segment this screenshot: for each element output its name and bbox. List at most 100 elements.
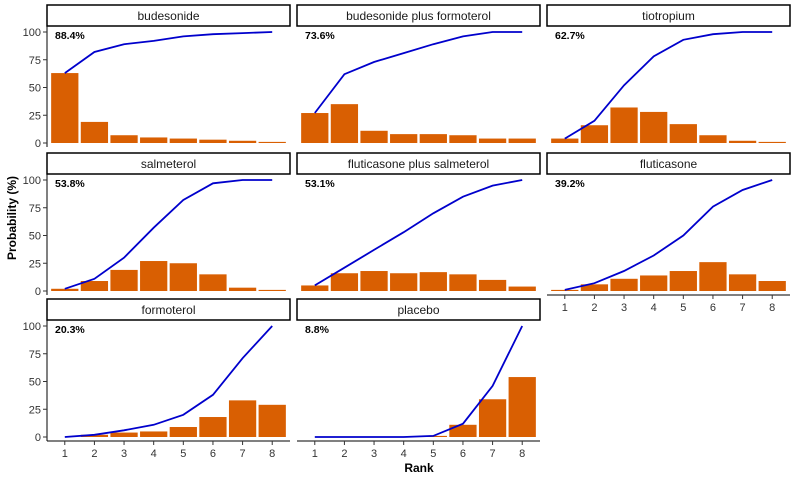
bar bbox=[478, 279, 507, 291]
bar bbox=[228, 400, 257, 437]
facet-panel: fluticasone plus salmeterol 53.1% bbox=[296, 152, 541, 291]
bar bbox=[699, 262, 727, 291]
facet-title: fluticasone plus salmeterol bbox=[348, 157, 489, 171]
facet-strip bbox=[46, 152, 291, 175]
bar bbox=[728, 140, 757, 143]
bar bbox=[728, 274, 757, 291]
bar bbox=[390, 273, 418, 291]
bar bbox=[330, 104, 359, 143]
x-tick-label: 7 bbox=[740, 302, 746, 314]
bar bbox=[360, 271, 388, 291]
bar bbox=[169, 427, 197, 437]
x-tick-label: 7 bbox=[490, 448, 496, 460]
bar bbox=[51, 73, 79, 143]
x-tick-label: 1 bbox=[562, 302, 568, 314]
x-tick-label: 2 bbox=[341, 448, 347, 460]
bar bbox=[228, 140, 257, 143]
facet-title: budesonide plus formoterol bbox=[346, 9, 491, 23]
y-tick-label: 0 bbox=[35, 286, 41, 298]
x-tick-label: 4 bbox=[401, 448, 407, 460]
facet-strip bbox=[296, 298, 541, 321]
x-tick-label: 3 bbox=[621, 302, 627, 314]
facet-title: formoterol bbox=[141, 303, 195, 317]
y-tick-label: 100 bbox=[23, 321, 41, 333]
bar bbox=[551, 138, 579, 143]
bar bbox=[640, 275, 668, 291]
facet-strip bbox=[296, 4, 541, 27]
bar bbox=[360, 130, 388, 143]
cumulative-line bbox=[64, 179, 273, 290]
x-tick-label: 6 bbox=[460, 448, 466, 460]
cumulative-line bbox=[314, 179, 523, 287]
sucra-label: 20.3% bbox=[55, 324, 85, 336]
y-tick-label: 50 bbox=[29, 231, 41, 243]
bar bbox=[508, 286, 536, 291]
x-tick-label: 5 bbox=[680, 302, 686, 314]
bar bbox=[140, 137, 168, 143]
facet-title: salmeterol bbox=[141, 157, 196, 171]
facet-panel: tiotropium 62.7% bbox=[546, 4, 791, 143]
sucra-label: 62.7% bbox=[555, 30, 585, 42]
bar bbox=[169, 138, 197, 143]
y-tick-label: 100 bbox=[23, 175, 41, 187]
y-tick-label: 25 bbox=[29, 110, 41, 122]
bar bbox=[258, 141, 286, 143]
y-tick-label: 25 bbox=[29, 258, 41, 270]
facet-title: budesonide bbox=[137, 9, 199, 23]
bar bbox=[478, 138, 507, 143]
bar bbox=[80, 281, 109, 291]
bar bbox=[199, 417, 227, 437]
bar bbox=[610, 107, 638, 143]
x-tick-label: 1 bbox=[62, 448, 68, 460]
facet-panel: placebo 8.8% 1 2 3 4 5 6 7 8 bbox=[296, 298, 541, 460]
y-tick-label: 100 bbox=[23, 27, 41, 39]
bar bbox=[80, 434, 109, 437]
bar bbox=[508, 138, 536, 143]
x-tick-label: 6 bbox=[710, 302, 716, 314]
x-tick-label: 6 bbox=[210, 448, 216, 460]
x-axis-title: Rank bbox=[404, 461, 434, 475]
bar bbox=[51, 288, 79, 291]
facet-title: placebo bbox=[397, 303, 439, 317]
y-tick-label: 0 bbox=[35, 138, 41, 150]
bar bbox=[640, 111, 668, 143]
bar bbox=[169, 263, 197, 291]
sucra-label: 73.6% bbox=[305, 30, 335, 42]
bar bbox=[301, 285, 329, 291]
bar bbox=[551, 289, 579, 291]
bar bbox=[390, 134, 418, 143]
bar bbox=[140, 261, 168, 291]
y-tick-label: 75 bbox=[29, 349, 41, 361]
bar bbox=[199, 139, 227, 143]
facet-strip bbox=[546, 4, 791, 27]
y-tick-label: 25 bbox=[29, 404, 41, 416]
x-tick-label: 3 bbox=[121, 448, 127, 460]
cumulative-line bbox=[564, 31, 773, 140]
bar bbox=[199, 274, 227, 291]
bar bbox=[140, 431, 168, 437]
bar bbox=[228, 287, 257, 291]
bar bbox=[110, 432, 138, 437]
bar bbox=[669, 271, 697, 291]
bar bbox=[699, 135, 727, 143]
sucra-label: 53.8% bbox=[55, 178, 85, 190]
sucra-label: 39.2% bbox=[555, 178, 585, 190]
facet-panel: budesonide 88.4% 0 25 50 75 100 bbox=[23, 4, 291, 150]
x-tick-label: 4 bbox=[651, 302, 657, 314]
facet-panel: budesonide plus formoterol 73.6% bbox=[296, 4, 541, 143]
bar bbox=[110, 269, 138, 291]
bar bbox=[478, 399, 507, 437]
cumulative-line bbox=[64, 31, 273, 74]
bar bbox=[758, 141, 786, 143]
y-tick-label: 75 bbox=[29, 203, 41, 215]
bar bbox=[508, 377, 536, 437]
x-tick-label: 8 bbox=[769, 302, 775, 314]
x-tick-label: 2 bbox=[91, 448, 97, 460]
bar bbox=[758, 281, 786, 291]
x-tick-label: 4 bbox=[151, 448, 157, 460]
bar bbox=[258, 289, 286, 291]
x-tick-label: 1 bbox=[312, 448, 318, 460]
